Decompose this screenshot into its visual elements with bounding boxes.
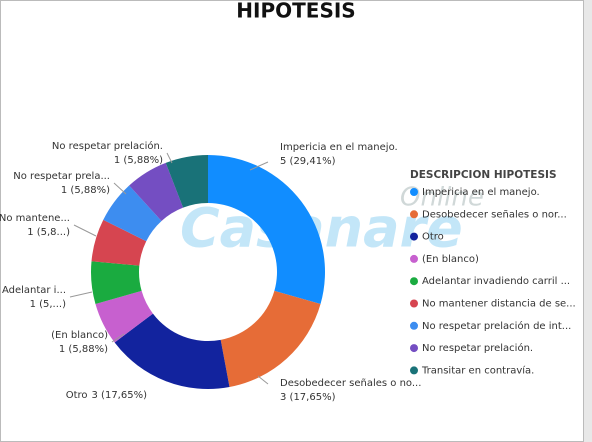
value-label: 1 (5,...) <box>30 299 67 310</box>
leader-line <box>69 291 93 298</box>
legend-label[interactable]: Impericia en el manejo. <box>422 187 540 198</box>
leader-line <box>257 375 269 385</box>
legend-marker[interactable] <box>410 344 418 353</box>
donut-slice <box>208 155 325 305</box>
leader-line <box>249 161 269 171</box>
value-label: 1 (5,88%) <box>114 155 163 166</box>
legend-label[interactable]: Adelantar invadiendo carril ... <box>422 276 570 287</box>
legend-title: DESCRIPCION HIPOTESIS <box>410 169 557 181</box>
donut-slice <box>129 162 184 222</box>
donut-slice <box>95 290 153 343</box>
value-label: 3 (17,65%) <box>92 390 148 401</box>
value-label: 3 (17,65%) <box>280 392 336 403</box>
leader-line <box>113 182 127 195</box>
legend-marker[interactable] <box>410 188 418 196</box>
donut-slice <box>91 261 142 305</box>
slice-label: (En blanco) <box>51 330 108 341</box>
donut-slice <box>220 290 321 388</box>
legend-marker[interactable] <box>410 321 418 330</box>
legend-label[interactable]: (En blanco) <box>422 254 479 265</box>
legend-marker[interactable] <box>410 210 418 219</box>
legend-label[interactable]: Otro <box>422 232 444 243</box>
leader-line <box>111 333 125 343</box>
slice-label: No respetar prela... <box>13 171 110 182</box>
slice-label: No respetar prelación. <box>52 140 163 152</box>
slice-label: Impericia en el manejo. <box>280 142 398 153</box>
legend-label[interactable]: Transitar en contravía. <box>421 364 534 376</box>
value-label: 1 (5,8...) <box>27 227 70 238</box>
legend-label[interactable]: No mantener distancia de se... <box>422 299 576 310</box>
value-label: 1 (5,88%) <box>61 185 110 196</box>
donut-slice <box>91 219 147 266</box>
data-label: Otro 3 (17,65%) <box>66 390 147 401</box>
legend-marker[interactable] <box>410 254 418 263</box>
legend-label[interactable]: No respetar prelación de int... <box>422 320 571 332</box>
slice-label: Desobedecer señales o no... <box>280 378 421 389</box>
slice-label: Otro <box>66 390 88 401</box>
slice-label: No mantene... <box>0 213 70 224</box>
chart-title: HIPOTESIS <box>236 0 355 23</box>
donut-slice <box>114 313 230 389</box>
legend-label[interactable]: No respetar prelación. <box>422 342 533 354</box>
scroll-area <box>584 0 592 442</box>
leader-line <box>166 152 173 164</box>
donut-slice <box>103 185 162 242</box>
legend-label[interactable]: Desobedecer señales o nor... <box>422 209 567 220</box>
legend-marker[interactable] <box>410 366 418 375</box>
value-label: 5 (29,41%) <box>280 156 336 167</box>
slice-label: Adelantar i... <box>2 285 66 296</box>
legend-marker[interactable] <box>410 299 418 308</box>
donut-slice <box>165 155 208 208</box>
legend-marker[interactable] <box>410 232 418 241</box>
leader-line <box>73 224 97 237</box>
watermark: Online <box>400 183 484 213</box>
value-label: 1 (5,88%) <box>59 344 108 355</box>
legend-marker[interactable] <box>410 277 418 286</box>
